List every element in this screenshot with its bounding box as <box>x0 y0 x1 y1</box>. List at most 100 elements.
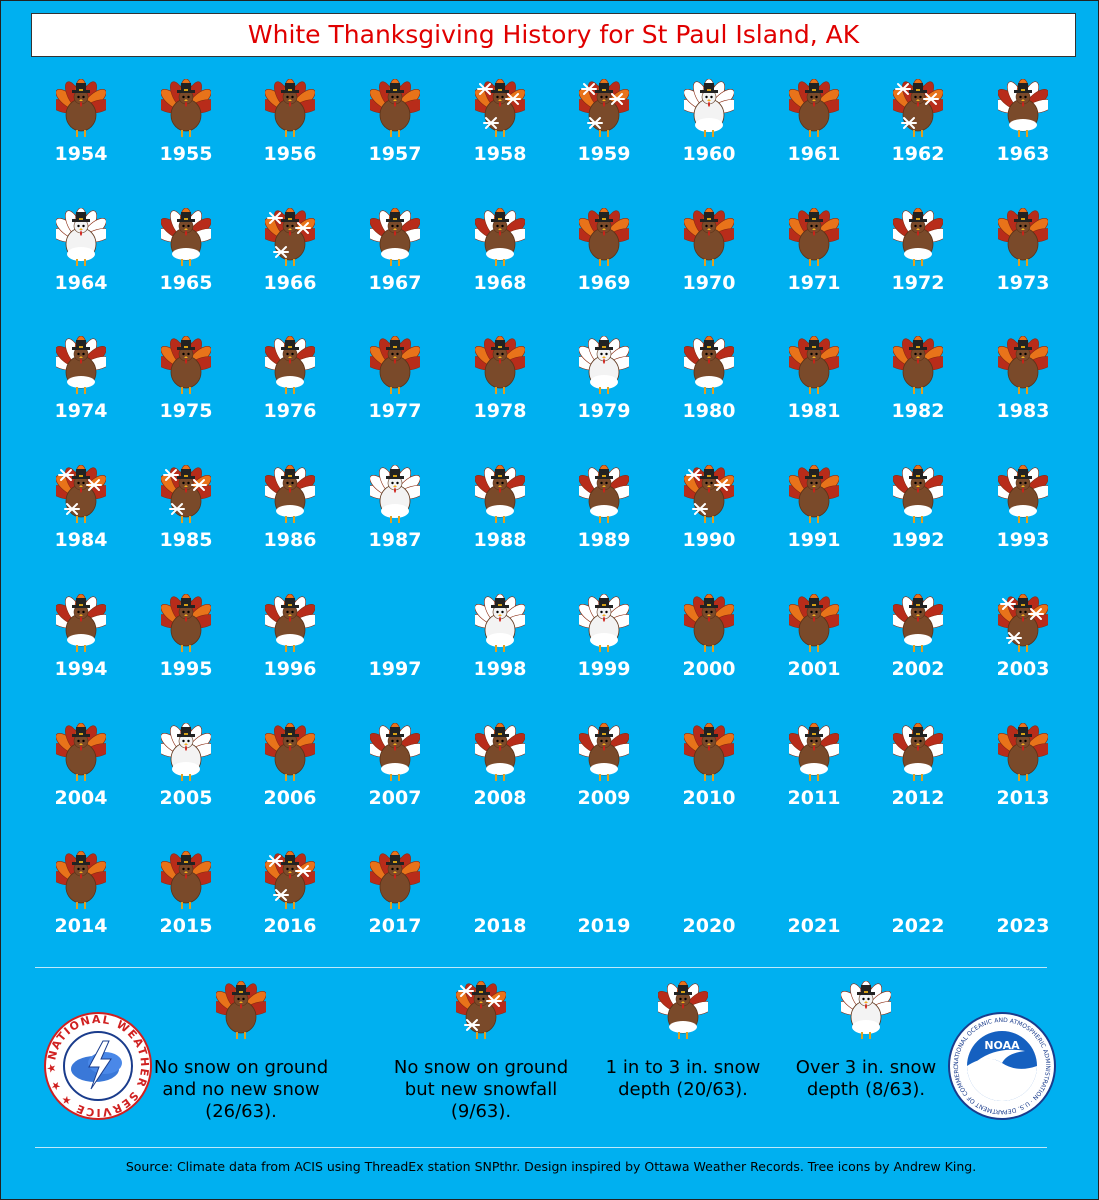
year-label: 1969 <box>577 272 631 294</box>
year-cell: 2019 <box>552 845 656 973</box>
turkey-icon-none <box>684 594 734 656</box>
year-label: 1981 <box>787 400 841 422</box>
year-label: 1999 <box>577 658 631 680</box>
year-cell: 2007 <box>343 717 447 845</box>
year-label: 1979 <box>577 400 631 422</box>
turkey-icon-depth-1-3 <box>265 594 315 656</box>
turkey-icon-new-snow <box>265 208 315 270</box>
year-cell: 2003 <box>971 588 1075 716</box>
year-cell: 2005 <box>134 717 238 845</box>
year-cell: 1959 <box>552 73 656 201</box>
year-label: 1970 <box>682 272 736 294</box>
year-cell: 2015 <box>134 845 238 973</box>
noaa-logo-label: NOAA <box>984 1039 1020 1052</box>
year-cell: 1982 <box>866 330 970 458</box>
year-cell: 1964 <box>29 202 133 330</box>
year-label: 1995 <box>159 658 213 680</box>
year-label: 2007 <box>368 787 422 809</box>
turkey-icon-none <box>789 79 839 141</box>
year-cell: 1987 <box>343 459 447 587</box>
turkey-icon-none <box>161 336 211 398</box>
year-label: 1978 <box>473 400 527 422</box>
turkey-icon-none <box>161 594 211 656</box>
year-cell: 1999 <box>552 588 656 716</box>
year-label: 2008 <box>473 787 527 809</box>
turkey-icon-depth-1-3 <box>893 594 943 656</box>
turkey-icon-none <box>56 851 106 913</box>
legend-label: No snow on ground but new snowfall (9/63… <box>393 1057 569 1122</box>
page-title: White Thanksgiving History for St Paul I… <box>31 13 1076 57</box>
nws-logo: NATIONAL WEATHER SERVICE ★ ★ ★ <box>43 1011 153 1121</box>
year-cell: 1993 <box>971 459 1075 587</box>
year-label: 1977 <box>368 400 422 422</box>
year-cell: 2013 <box>971 717 1075 845</box>
year-label: 1990 <box>682 529 736 551</box>
year-label: 2004 <box>54 787 108 809</box>
year-cell: 1995 <box>134 588 238 716</box>
turkey-icon-depth-1-3 <box>789 723 839 785</box>
year-cell: 1996 <box>238 588 342 716</box>
turkey-icon-depth-1-3 <box>370 723 420 785</box>
year-label: 1993 <box>996 529 1050 551</box>
year-cell: 2008 <box>448 717 552 845</box>
year-label: 1985 <box>159 529 213 551</box>
year-cell: 1979 <box>552 330 656 458</box>
turkey-icon-depth-1-3 <box>265 336 315 398</box>
turkey-icon-none <box>56 79 106 141</box>
year-cell: 1978 <box>448 330 552 458</box>
divider-top <box>35 967 1047 968</box>
year-label: 2018 <box>473 915 527 937</box>
turkey-icon-depth-1-3 <box>998 465 1048 527</box>
turkey-icon-new-snow <box>265 851 315 913</box>
year-cell: 1976 <box>238 330 342 458</box>
year-cell: 2018 <box>448 845 552 973</box>
year-cell: 1984 <box>29 459 133 587</box>
year-cell: 2014 <box>29 845 133 973</box>
turkey-icon-none <box>579 208 629 270</box>
year-cell: 1971 <box>762 202 866 330</box>
year-label: 1974 <box>54 400 108 422</box>
turkey-icon-depth-over-3 <box>161 723 211 785</box>
year-label: 1986 <box>263 529 317 551</box>
year-cell: 1960 <box>657 73 761 201</box>
turkey-icon-none <box>789 465 839 527</box>
year-label: 2001 <box>787 658 841 680</box>
year-label: 2017 <box>368 915 422 937</box>
source-note: Source: Climate data from ACIS using Thr… <box>125 1159 977 1174</box>
year-label: 2022 <box>891 915 945 937</box>
year-cell: 1980 <box>657 330 761 458</box>
year-label: 1960 <box>682 143 736 165</box>
year-cell: 2004 <box>29 717 133 845</box>
divider-bottom <box>35 1147 1047 1148</box>
year-label: 2015 <box>159 915 213 937</box>
turkey-icon-depth-over-3 <box>684 79 734 141</box>
year-cell: 1963 <box>971 73 1075 201</box>
year-label: 1997 <box>368 658 422 680</box>
year-label: 1962 <box>891 143 945 165</box>
year-cell: 1985 <box>134 459 238 587</box>
turkey-icon-depth-1-3 <box>475 465 525 527</box>
turkey-icon-depth-1-3 <box>893 208 943 270</box>
year-cell: 2009 <box>552 717 656 845</box>
turkey-icon-new-snow <box>475 79 525 141</box>
year-cell: 1973 <box>971 202 1075 330</box>
turkey-icon-depth-1-3 <box>56 594 106 656</box>
turkey-icon-none <box>789 336 839 398</box>
year-label: 1967 <box>368 272 422 294</box>
legend-item-none: No snow on ground and no new snow (26/63… <box>151 981 331 1123</box>
turkey-icon-depth-1-3 <box>998 79 1048 141</box>
year-cell: 2017 <box>343 845 447 973</box>
year-label: 1959 <box>577 143 631 165</box>
year-cell: 1975 <box>134 330 238 458</box>
turkey-icon-depth-1-3 <box>161 208 211 270</box>
year-label: 1961 <box>787 143 841 165</box>
year-label: 2016 <box>263 915 317 937</box>
year-label: 1975 <box>159 400 213 422</box>
year-cell: 1955 <box>134 73 238 201</box>
year-label: 1983 <box>996 400 1050 422</box>
turkey-icon-new-snow <box>684 465 734 527</box>
year-cell: 1992 <box>866 459 970 587</box>
turkey-icon-none <box>370 851 420 913</box>
year-cell: 2016 <box>238 845 342 973</box>
